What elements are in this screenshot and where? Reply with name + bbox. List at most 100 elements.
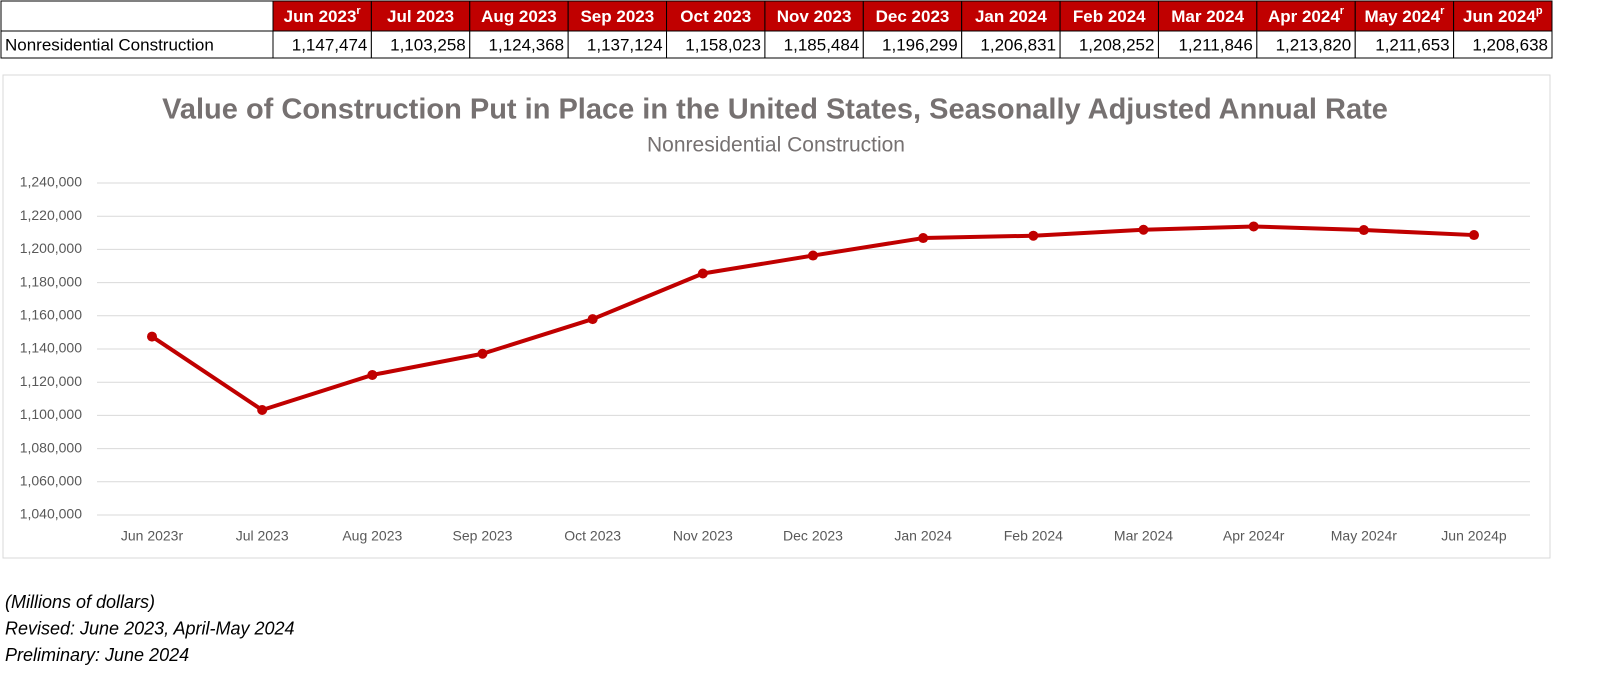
table-cell-text: Nonresidential Construction [5, 35, 214, 54]
note: Preliminary: June 2024 [5, 645, 189, 665]
table-cell [961, 30, 1061, 59]
table-cell [764, 30, 864, 59]
header-cell [272, 0, 372, 32]
point [1358, 225, 1369, 236]
y-tick-label: 1,160,000 [20, 307, 82, 323]
table-cell-text: 1,124,368 [489, 35, 565, 54]
header-cell [1256, 0, 1356, 32]
table-cell [567, 30, 668, 59]
header-text: Feb 2024 [1073, 7, 1146, 26]
header-label: May 2024r [1364, 5, 1445, 27]
header-text: May 2024 [1364, 7, 1440, 26]
header-text: Aug 2023 [481, 7, 557, 26]
header-text: Jun 2023 [284, 7, 357, 26]
point [367, 369, 378, 380]
header-label: Jun 2023r [284, 5, 362, 27]
header-label: Mar 2024 [1171, 7, 1244, 26]
point [147, 331, 157, 342]
y-tick-label: 1,100,000 [20, 406, 82, 422]
header-blank-cell [0, 0, 274, 32]
header-label: Jun 2024p [1463, 5, 1543, 27]
table-cell-text: 1,196,299 [882, 35, 958, 54]
point [697, 268, 708, 279]
header-note: r [1440, 5, 1445, 17]
table-cell-text: 1,137,124 [587, 35, 663, 54]
table-cell-text: 1,208,638 [1472, 35, 1548, 54]
table-cell-text: 1,211,653 [1375, 35, 1449, 54]
header-cell [862, 0, 963, 32]
table-cell-text: 1,213,820 [1276, 35, 1352, 54]
y-tick-label: 1,140,000 [20, 340, 82, 356]
table-cell [272, 30, 372, 59]
note: (Millions of dollars) [5, 592, 155, 612]
header-note: r [1340, 5, 1345, 17]
table-cell-text: 1,158,023 [685, 35, 761, 54]
header-text: Mar 2024 [1171, 7, 1244, 26]
header-label: Nov 2023 [777, 7, 852, 26]
y-tick-label: 1,080,000 [20, 439, 82, 455]
point [257, 404, 268, 415]
chart-title: Value of Construction Put in Place in th… [162, 94, 1388, 126]
table-cell [469, 30, 569, 59]
point [477, 348, 488, 359]
note: Revised: June 2023, April-May 2024 [5, 618, 295, 638]
table-cell-text: 1,147,474 [292, 35, 368, 54]
table-cell-text: 1,211,846 [1178, 35, 1252, 54]
table-cell [1157, 30, 1258, 59]
x-tick-label: Oct 2023 [564, 528, 621, 544]
y-tick-label: 1,120,000 [20, 373, 82, 389]
header-text: Nov 2023 [777, 7, 852, 26]
y-tick-label: 1,060,000 [20, 473, 82, 489]
point [1248, 221, 1259, 232]
x-tick-label: Apr 2024r [1223, 528, 1285, 544]
table-cell-text: 1,103,258 [390, 35, 466, 54]
header-text: Jul 2023 [387, 7, 454, 26]
x-tick-label: Mar 2024 [1114, 528, 1173, 544]
x-tick-label: Feb 2024 [1004, 528, 1063, 544]
table-cell [666, 30, 766, 59]
table-cell [1453, 30, 1553, 59]
header-text: Dec 2023 [876, 7, 950, 26]
x-tick-label: Jul 2023 [236, 528, 289, 544]
point [587, 314, 598, 325]
header-cell [666, 0, 766, 32]
header-label: Apr 2024r [1268, 5, 1345, 27]
x-tick-label: Aug 2023 [342, 528, 402, 544]
chart-frame [2, 74, 1551, 559]
y-tick-label: 1,180,000 [20, 273, 82, 289]
x-tick-label: Dec 2023 [783, 528, 843, 544]
x-tick-label: Jan 2024 [894, 528, 952, 544]
point [808, 250, 818, 261]
header-note: r [356, 5, 361, 17]
y-tick-label: 1,040,000 [20, 506, 82, 522]
header-text: Sep 2023 [580, 7, 654, 26]
header-cell [370, 0, 471, 32]
point [918, 233, 929, 244]
header-label: Oct 2023 [680, 7, 751, 26]
x-tick-label: Jun 2023r [121, 528, 184, 544]
header-text: Oct 2023 [680, 7, 751, 26]
x-tick-label: Nov 2023 [673, 528, 733, 544]
x-tick-label: Sep 2023 [453, 528, 513, 544]
header-label: Dec 2023 [876, 7, 950, 26]
y-tick-label: 1,240,000 [20, 174, 82, 190]
header-text: Apr 2024 [1268, 7, 1340, 26]
table-cell [1354, 30, 1455, 59]
header-label: Sep 2023 [580, 7, 654, 26]
header-label: Jul 2023 [387, 7, 454, 26]
point [1028, 230, 1039, 241]
header-label: Feb 2024 [1073, 7, 1146, 26]
y-tick-label: 1,200,000 [20, 240, 82, 256]
table-cell [370, 30, 471, 59]
table-cell [862, 30, 963, 59]
table-cell-text: 1,206,831 [980, 35, 1056, 54]
point [1138, 224, 1149, 235]
x-tick-label: May 2024r [1331, 528, 1397, 544]
x-tick-label: Jun 2024p [1441, 528, 1507, 544]
header-cell [1059, 0, 1159, 32]
point [1469, 230, 1479, 241]
table-cell-text: 1,185,484 [784, 35, 860, 54]
header-cell [1453, 0, 1553, 32]
y-tick-label: 1,220,000 [20, 207, 82, 223]
